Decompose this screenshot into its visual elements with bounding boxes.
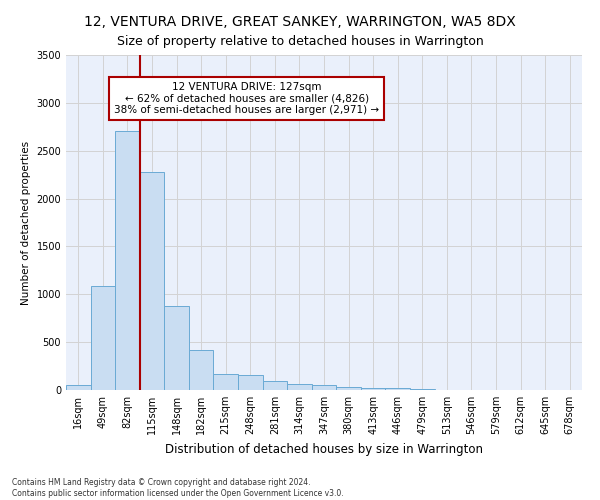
Text: Contains HM Land Registry data © Crown copyright and database right 2024.
Contai: Contains HM Land Registry data © Crown c… [12,478,344,498]
Bar [238,374,263,390]
Bar [140,172,164,390]
Bar [189,350,214,390]
Bar [312,385,336,390]
Bar [287,384,312,390]
Bar [66,384,91,390]
Y-axis label: Number of detached properties: Number of detached properties [21,140,31,304]
Bar [263,381,287,390]
Text: Size of property relative to detached houses in Warrington: Size of property relative to detached ho… [116,35,484,48]
Bar [214,374,238,390]
Bar [91,286,115,390]
Bar [115,130,140,390]
Bar [385,388,410,390]
Bar [336,387,361,390]
Text: 12, VENTURA DRIVE, GREAT SANKEY, WARRINGTON, WA5 8DX: 12, VENTURA DRIVE, GREAT SANKEY, WARRING… [84,15,516,29]
Bar [410,389,434,390]
Bar [164,306,189,390]
Text: 12 VENTURA DRIVE: 127sqm
← 62% of detached houses are smaller (4,826)
38% of sem: 12 VENTURA DRIVE: 127sqm ← 62% of detach… [114,82,379,115]
Bar [361,388,385,390]
X-axis label: Distribution of detached houses by size in Warrington: Distribution of detached houses by size … [165,442,483,456]
